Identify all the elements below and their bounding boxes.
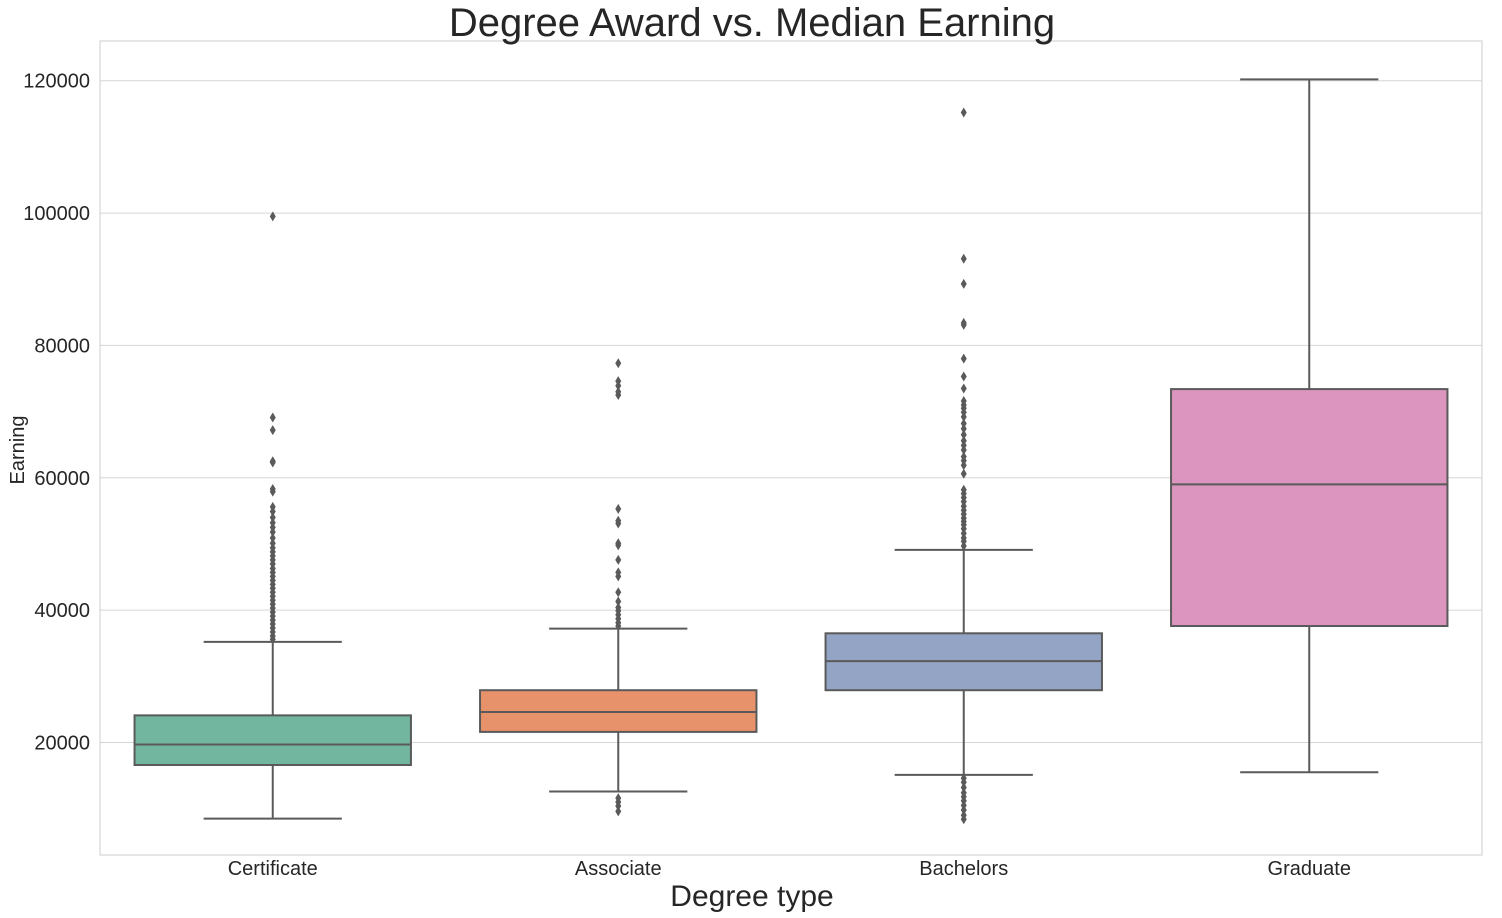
outlier-point (615, 587, 622, 598)
iqr-box (133, 714, 412, 766)
outlier-point (960, 411, 967, 422)
plot-area-frame (99, 40, 1483, 856)
outlier-point (615, 540, 622, 551)
outlier-point (269, 457, 276, 468)
x-tick-label: Associate (575, 858, 662, 880)
iqr-box (1170, 388, 1449, 628)
outlier-point (269, 527, 276, 538)
outlier-point (960, 423, 967, 434)
tick-label-layer: 20000 40000 60000 80000 100000 120000 Certific… (23, 71, 1351, 880)
y-tick-label: 40000 (34, 600, 90, 622)
outlier-point (615, 380, 622, 391)
box-group-associate (479, 358, 758, 817)
outlier-point (615, 390, 622, 401)
outlier-point (960, 429, 967, 440)
y-tick-label: 120000 (23, 71, 90, 93)
outlier-point (960, 371, 967, 382)
x-tick-label: Certificate (228, 858, 318, 880)
x-axis-label: Degree type (670, 880, 833, 913)
outlier-point (960, 278, 967, 289)
outlier-point (615, 571, 622, 582)
outlier-point (615, 596, 622, 607)
outlier-point (960, 468, 967, 479)
outlier-point (960, 383, 967, 394)
outlier-point (269, 425, 276, 436)
outlier-point (615, 518, 622, 529)
outlier-point (960, 353, 967, 364)
outlier-point (960, 540, 967, 551)
x-tick-label: Graduate (1268, 858, 1351, 880)
y-tick-label: 20000 (34, 732, 90, 754)
outlier-point (960, 444, 967, 455)
outlier-point (615, 801, 622, 812)
outlier-point (960, 319, 967, 330)
y-tick-label: 80000 (34, 335, 90, 357)
outlier-point (960, 253, 967, 264)
outlier-point (269, 412, 276, 423)
outlier-point (269, 634, 276, 645)
box-layer (133, 78, 1449, 825)
box-group-graduate (1170, 78, 1449, 774)
outlier-point (615, 554, 622, 565)
outlier-point (960, 460, 967, 471)
x-tick-label: Bachelors (919, 858, 1008, 880)
outlier-point (960, 107, 967, 118)
y-tick-label: 60000 (34, 468, 90, 490)
outlier-point (269, 533, 276, 544)
outlier-point (615, 503, 622, 514)
outlier-point (960, 418, 967, 429)
outlier-point (960, 782, 967, 793)
outlier-point (269, 486, 276, 497)
outlier-point (960, 777, 967, 788)
outlier-point (960, 804, 967, 815)
y-axis-label: Earning (7, 416, 29, 485)
box-group-certificate (133, 211, 412, 820)
outlier-point (960, 814, 967, 825)
outlier-point (615, 358, 622, 369)
outlier-point (269, 506, 276, 517)
outlier-point (269, 512, 276, 523)
outlier-point (615, 621, 622, 632)
box-group-bachelors (824, 107, 1103, 825)
outlier-point (269, 211, 276, 222)
y-tick-label: 100000 (23, 203, 90, 225)
outlier-point (615, 806, 622, 817)
chart-title: Degree Award vs. Median Earning (449, 1, 1055, 45)
